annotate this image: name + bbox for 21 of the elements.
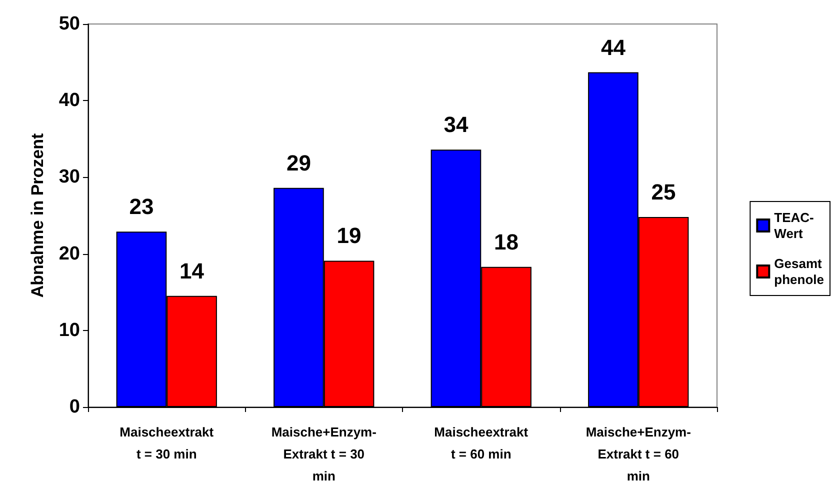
y-axis-title: Abnahme in Prozent (28, 132, 47, 298)
data-label: 44 (600, 34, 626, 60)
data-label: 23 (129, 194, 154, 220)
y-tick-label: 20 (58, 243, 80, 264)
data-label: 25 (651, 180, 676, 205)
legend-label: Gesamt phenole (774, 256, 824, 287)
x-tick-label: Maischeextrakt t = 60 min (434, 424, 529, 462)
data-label: 29 (286, 150, 311, 176)
data-label: 14 (180, 258, 205, 284)
x-tick-label: Maische+Enzym- Extrakt t = 30 min (271, 424, 376, 484)
legend-label: TEAC- Wert (774, 210, 814, 241)
y-tick-label: 10 (58, 320, 80, 341)
y-tick-label: 50 (58, 14, 80, 34)
data-label: 18 (494, 229, 519, 254)
y-tick-label: 30 (58, 166, 80, 188)
data-label: 34 (444, 112, 469, 138)
data-label: 19 (336, 223, 362, 248)
y-tick-label: 40 (58, 90, 80, 112)
y-tick-label: 0 (69, 396, 80, 418)
x-tick-label: Maische+Enzym- Extrakt t = 60 min (586, 424, 691, 484)
x-tick-label: Maischeextrakt t = 30 min (120, 424, 214, 462)
